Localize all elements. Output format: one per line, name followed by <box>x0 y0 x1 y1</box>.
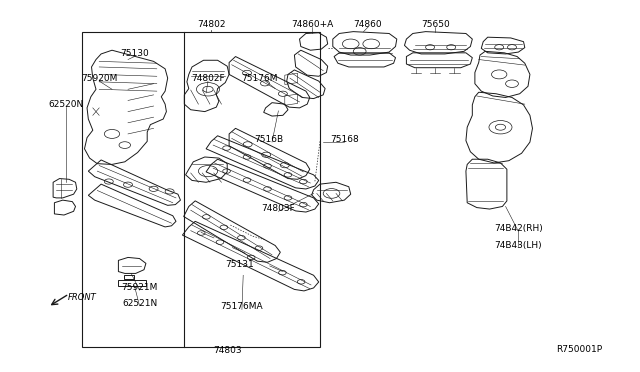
Text: 75920M: 75920M <box>81 74 117 83</box>
Text: 75650: 75650 <box>421 20 449 29</box>
Text: 75176M: 75176M <box>241 74 278 83</box>
Text: 74803F: 74803F <box>262 204 295 213</box>
Text: 62520N: 62520N <box>48 100 84 109</box>
Bar <box>82 32 320 347</box>
Text: R750001P: R750001P <box>556 345 602 354</box>
Text: 75130: 75130 <box>120 49 148 58</box>
Text: 74860+A: 74860+A <box>291 20 333 29</box>
Text: 75131: 75131 <box>226 260 254 269</box>
Text: 74B43(LH): 74B43(LH) <box>495 241 542 250</box>
Text: 7516B: 7516B <box>254 135 284 144</box>
Text: 74860: 74860 <box>354 20 382 29</box>
Text: 74802: 74802 <box>197 20 225 29</box>
Text: 75921M: 75921M <box>122 283 157 292</box>
Text: 74803: 74803 <box>213 346 241 355</box>
Text: FRONT: FRONT <box>68 293 96 302</box>
Text: 74B42(RH): 74B42(RH) <box>494 224 543 233</box>
Text: 74802F: 74802F <box>191 74 225 83</box>
Text: 75168: 75168 <box>330 135 358 144</box>
Text: 62521N: 62521N <box>122 299 157 308</box>
Text: 75176MA: 75176MA <box>221 302 263 311</box>
